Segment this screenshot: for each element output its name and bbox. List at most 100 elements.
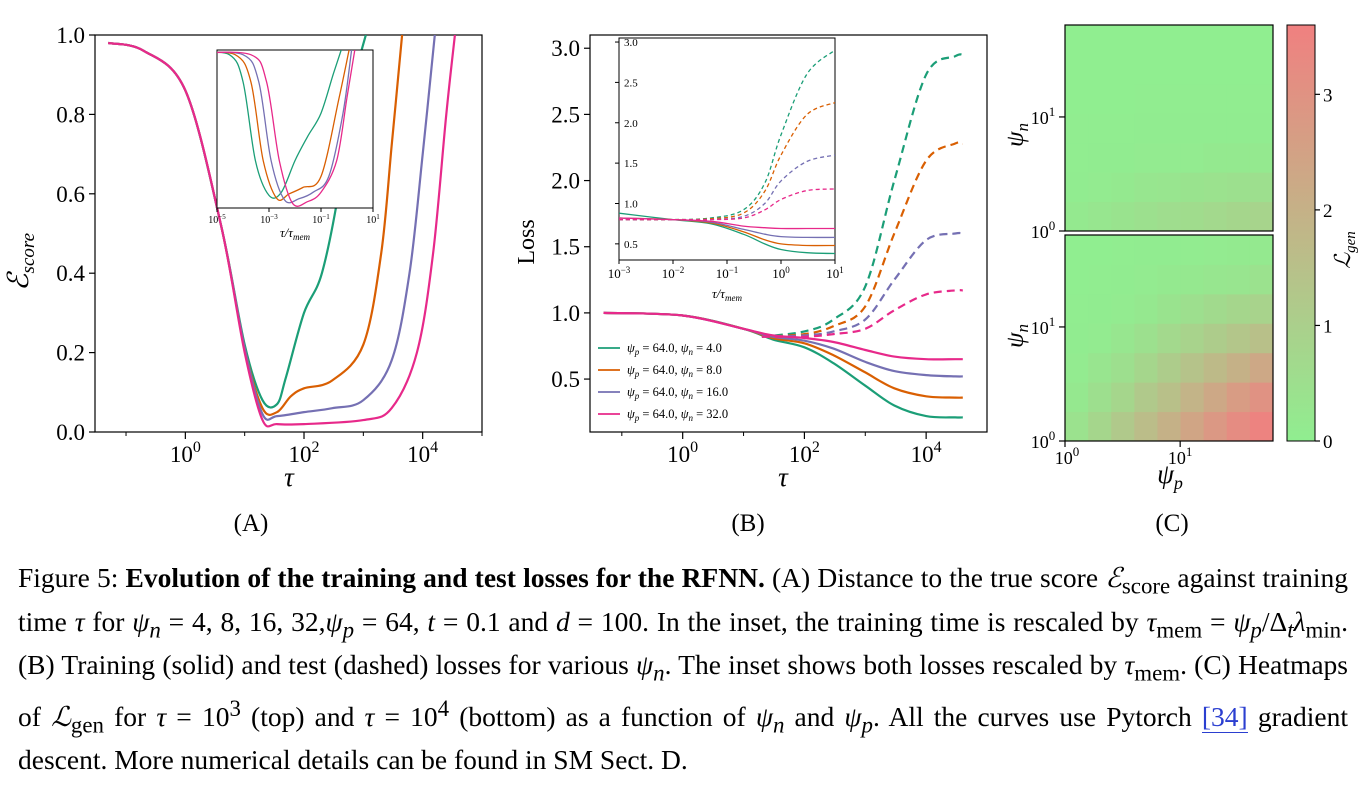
heatmap-cell	[1180, 293, 1205, 324]
panel-b-inset-yticks: 0.5 1.0 1.5 2.0 2.5 3.0	[615, 37, 638, 251]
caption-math: ℰ	[1105, 562, 1122, 593]
colorbar-tick-label: 1	[1323, 316, 1333, 337]
caption-text: (A) Distance to the true score	[764, 562, 1106, 593]
heatmap-cell	[1249, 264, 1274, 295]
ytick-label: 0.8	[56, 102, 85, 127]
heatmap-cell	[1088, 54, 1112, 85]
panel-a-label: (A)	[234, 510, 269, 537]
panel-b-ylabel: Loss	[514, 219, 540, 264]
caption-text: (top) and	[240, 700, 365, 732]
heatmap-cell	[1180, 172, 1205, 203]
panel-a-inset-xlabel: τ/τmem	[280, 225, 310, 242]
colorbar-tick-label: 3	[1323, 85, 1333, 106]
heatmap-cell	[1203, 54, 1228, 85]
ytick-label: 0.0	[56, 420, 85, 445]
panel-b-test-line	[761, 231, 963, 338]
heatmap-cell	[1088, 172, 1112, 203]
panel-b-curves	[603, 53, 964, 419]
heatmap-cell	[1157, 323, 1182, 354]
ytick-label: 2.5	[551, 102, 580, 127]
heatmap-cell	[1180, 201, 1205, 232]
colorbar-label: ℒgen	[1330, 231, 1359, 269]
legend-entry: ψp = 64.0, ψn = 4.0	[627, 341, 722, 357]
heatmap-cell	[1111, 172, 1135, 203]
heatmap-cell	[1180, 142, 1205, 173]
heatmap-cell	[1249, 293, 1274, 324]
heatmap-cell	[1203, 172, 1228, 203]
heatmap-ytick-label: 101	[1031, 314, 1056, 338]
heatmap-cell	[1157, 142, 1182, 173]
colorbar-ticks: 0 1 2 3	[1315, 85, 1333, 453]
heatmap-cell	[1111, 411, 1135, 442]
caption-math-sub: mem	[1134, 660, 1181, 686]
heatmap-cell	[1249, 142, 1274, 173]
caption-text: /Δ	[1261, 605, 1288, 637]
heatmap-cell	[1249, 411, 1274, 442]
caption-math: ψ	[636, 649, 654, 680]
heatmap-cell	[1111, 142, 1135, 173]
heatmap-cell	[1065, 411, 1089, 442]
caption-math: ψ	[1233, 605, 1251, 637]
heatmap-cell	[1203, 201, 1228, 232]
heatmap-cell	[1203, 293, 1228, 324]
heatmap-cell	[1111, 382, 1135, 413]
heatmap-cell	[1203, 323, 1228, 354]
caption-math: τ	[364, 700, 375, 732]
heatmap-cell	[1203, 352, 1228, 383]
heatmap-cell	[1180, 54, 1205, 85]
caption-text: = 0.1 and	[435, 605, 556, 637]
caption-text: = 64,	[354, 605, 428, 637]
heatmap-cell	[1065, 54, 1089, 85]
caption-math: ψ	[755, 700, 773, 732]
panel-a-series-line	[107, 35, 456, 428]
heatmap-cell	[1180, 83, 1205, 114]
heatmap-cell	[1157, 25, 1182, 55]
xtick-label: 100	[170, 439, 201, 467]
caption-math: d	[555, 605, 570, 637]
panel-b-label: (B)	[731, 510, 764, 537]
heatmap-cell	[1226, 201, 1251, 232]
heatmap-cell	[1111, 113, 1135, 144]
inset-xtick-label: 10−1	[716, 265, 739, 281]
panel-b-inset-curves	[619, 49, 835, 255]
caption-text: . (C) Heatmaps of	[18, 649, 1349, 732]
caption-math-sub: gen	[70, 712, 104, 738]
heatmap-cell	[1088, 293, 1112, 324]
panel-b-xlabel: τ	[778, 462, 789, 492]
heatmap-cell	[1157, 54, 1182, 85]
xtick-label: 104	[407, 439, 438, 467]
panel-b-legend: ψp = 64.0, ψn = 4.0 ψp = 64.0, ψn = 8.0 ψp…	[598, 341, 728, 423]
heatmap-cell	[1157, 201, 1182, 232]
inset-xtick-label: 100	[772, 265, 790, 281]
heatmap-cell	[1088, 201, 1112, 232]
heatmap-cell	[1180, 235, 1205, 265]
panel-b-inset-xlabel: τ/τmem	[712, 286, 742, 303]
colorbar-tick-label: 2	[1323, 201, 1333, 222]
heatmap-cell	[1134, 352, 1158, 383]
ytick-label: 2.0	[551, 169, 580, 194]
ytick-label: 1.5	[551, 235, 580, 260]
panel-c-ticks: 100 101 100 101 100 101	[1031, 104, 1193, 468]
panel-c-xlabel: ψp	[1157, 459, 1183, 493]
heatmap-cell	[1111, 352, 1135, 383]
citation-link[interactable]: [34]	[1201, 700, 1248, 733]
panel-c-heatmap-bottom	[1065, 235, 1274, 442]
heatmap-cell	[1180, 352, 1205, 383]
panel-c-bottom-ylabel: ψn	[1002, 324, 1032, 348]
caption-math-sup: 4	[437, 695, 450, 721]
caption-math: ψ	[132, 605, 150, 637]
panel-a-inset-series-line	[217, 50, 342, 199]
inset-ytick-label: 2.5	[624, 77, 638, 89]
xtick-label: 104	[911, 439, 942, 467]
caption-math-sub: min	[1305, 617, 1342, 642]
heatmap-cell	[1065, 323, 1089, 354]
caption-text: . All the curves use Pytorch	[872, 700, 1202, 732]
heatmap-cell	[1134, 201, 1158, 232]
heatmap-cell	[1111, 235, 1135, 265]
heatmap-cell	[1134, 83, 1158, 114]
heatmap-cell	[1226, 352, 1251, 383]
heatmap-cell	[1180, 411, 1205, 442]
heatmap-cell	[1249, 25, 1274, 55]
caption-text: = 4, 8, 16, 32,	[160, 605, 326, 637]
heatmap-cell	[1249, 201, 1274, 232]
